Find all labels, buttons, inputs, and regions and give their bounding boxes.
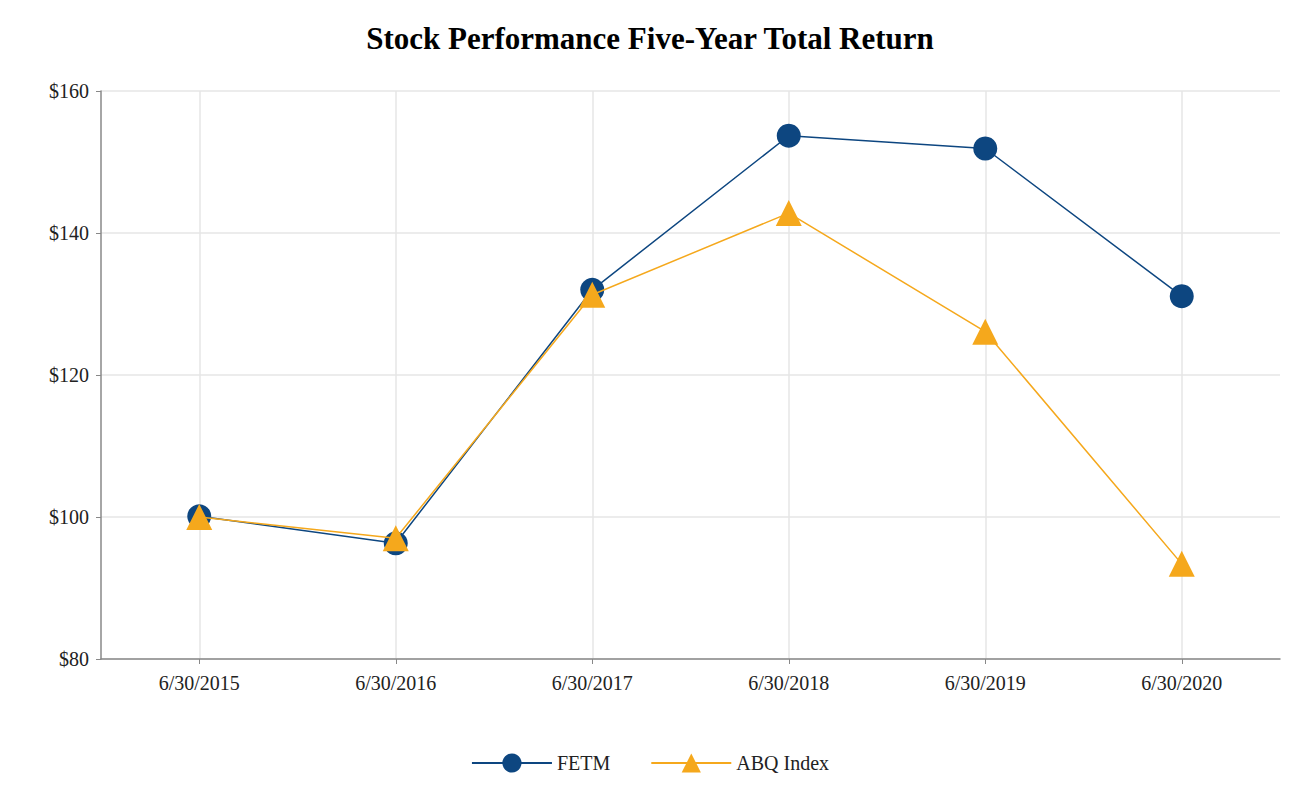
svg-text:$100: $100 xyxy=(49,506,89,528)
svg-text:6/30/2019: 6/30/2019 xyxy=(945,672,1026,694)
svg-text:Stock Performance Five-Year To: Stock Performance Five-Year Total Return xyxy=(366,21,934,56)
svg-text:$140: $140 xyxy=(49,222,89,244)
svg-text:$120: $120 xyxy=(49,364,89,386)
svg-text:6/30/2018: 6/30/2018 xyxy=(748,672,829,694)
svg-text:FETM: FETM xyxy=(557,752,611,774)
svg-text:6/30/2017: 6/30/2017 xyxy=(552,672,633,694)
svg-text:6/30/2020: 6/30/2020 xyxy=(1141,672,1222,694)
svg-text:$160: $160 xyxy=(49,80,89,102)
svg-text:6/30/2016: 6/30/2016 xyxy=(355,672,436,694)
svg-text:ABQ Index: ABQ Index xyxy=(736,752,829,774)
svg-text:$80: $80 xyxy=(59,648,89,670)
svg-text:6/30/2015: 6/30/2015 xyxy=(159,672,240,694)
